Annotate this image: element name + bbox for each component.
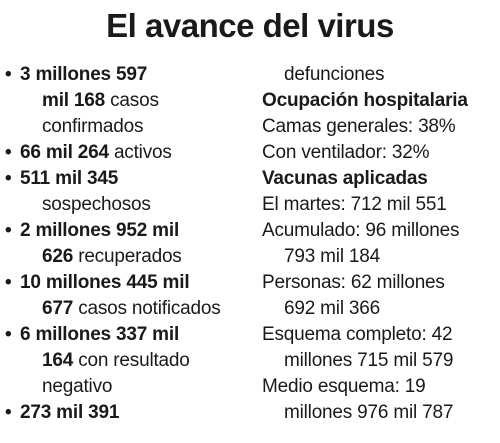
- vacunas-medio-2: millones 976 mil 787: [284, 402, 454, 423]
- left-column: • 3 millones 597 mil 168 casos confirmad…: [5, 62, 255, 426]
- stat-negativo: • 6 millones 337 mil 164 con resultado n…: [5, 322, 255, 400]
- bullet-icon: •: [5, 324, 12, 345]
- vacunas-personas-2: 692 mil 366: [284, 298, 381, 319]
- stat-defunciones: • 273 mil 391: [5, 400, 255, 426]
- vacunas-acumulado-1: Acumulado: 96 millones: [262, 220, 460, 241]
- negativo-value-1: 6 millones 337 mil: [20, 324, 180, 345]
- recuperados-value-1: 2 millones 952 mil: [20, 220, 180, 241]
- ocupacion-heading: Ocupación hospitalaria: [262, 90, 468, 111]
- bullet-icon: •: [5, 168, 12, 189]
- defunciones-label: defunciones: [284, 64, 385, 85]
- sospechosos-value: 511 mil 345: [20, 168, 119, 189]
- vacunas-personas-1: Personas: 62 millones: [262, 272, 445, 293]
- confirmados-line-2: mil 168 casos: [20, 88, 255, 114]
- recuperados-line-2: 626 recuperados: [20, 244, 255, 270]
- confirmados-value-2: mil 168: [42, 90, 106, 111]
- vacunas-medio-1: Medio esquema: 19: [262, 376, 426, 397]
- confirmados-label-2: confirmados: [42, 116, 144, 137]
- recuperados-label: recuperados: [73, 246, 182, 267]
- stat-confirmados: • 3 millones 597 mil 168 casos confirmad…: [5, 62, 255, 140]
- activos-line: 66 mil 264 activos: [20, 140, 255, 166]
- confirmados-value-1: 3 millones 597: [20, 64, 148, 85]
- activos-label: activos: [108, 142, 172, 163]
- defunciones-value: 273 mil 391: [20, 402, 120, 423]
- notificados-line-2: 677 casos notificados: [20, 296, 255, 322]
- stat-activos: • 66 mil 264 activos: [5, 140, 255, 166]
- con-ventilador: Con ventilador: 32%: [262, 142, 430, 163]
- bullet-icon: •: [5, 64, 12, 85]
- negativo-line-2: 164 con resultado: [20, 348, 255, 374]
- bullet-icon: •: [5, 220, 12, 241]
- confirmados-label-1: casos: [105, 90, 159, 111]
- notificados-value-1: 10 millones 445 mil: [20, 272, 190, 293]
- stat-sospechosos: • 511 mil 345 sospechosos: [5, 166, 255, 218]
- negativo-label-2: negativo: [42, 376, 113, 397]
- activos-value: 66 mil 264: [20, 142, 109, 163]
- negativo-label-1: con resultado: [73, 350, 190, 371]
- page-title: El avance del virus: [106, 7, 394, 44]
- right-column: defunciones Ocupación hospitalaria Camas…: [262, 62, 498, 426]
- bullet-icon: •: [5, 142, 12, 163]
- bullet-icon: •: [5, 402, 12, 423]
- recuperados-value-2: 626: [42, 246, 74, 267]
- vacunas-martes: El martes: 712 mil 551: [262, 194, 447, 215]
- sospechosos-label: sospechosos: [42, 194, 151, 215]
- vacunas-completo-1: Esquema completo: 42: [262, 324, 453, 345]
- bullet-icon: •: [5, 272, 12, 293]
- notificados-label: casos notificados: [73, 298, 221, 319]
- camas-generales: Camas generales: 38%: [262, 116, 456, 137]
- vacunas-acumulado-2: 793 mil 184: [284, 246, 381, 267]
- negativo-value-2: 164: [42, 350, 74, 371]
- stat-recuperados: • 2 millones 952 mil 626 recuperados: [5, 218, 255, 270]
- vacunas-heading: Vacunas aplicadas: [262, 168, 428, 189]
- stat-notificados: • 10 millones 445 mil 677 casos notifica…: [5, 270, 255, 322]
- notificados-value-2: 677: [42, 298, 74, 319]
- vacunas-completo-2: millones 715 mil 579: [284, 350, 454, 371]
